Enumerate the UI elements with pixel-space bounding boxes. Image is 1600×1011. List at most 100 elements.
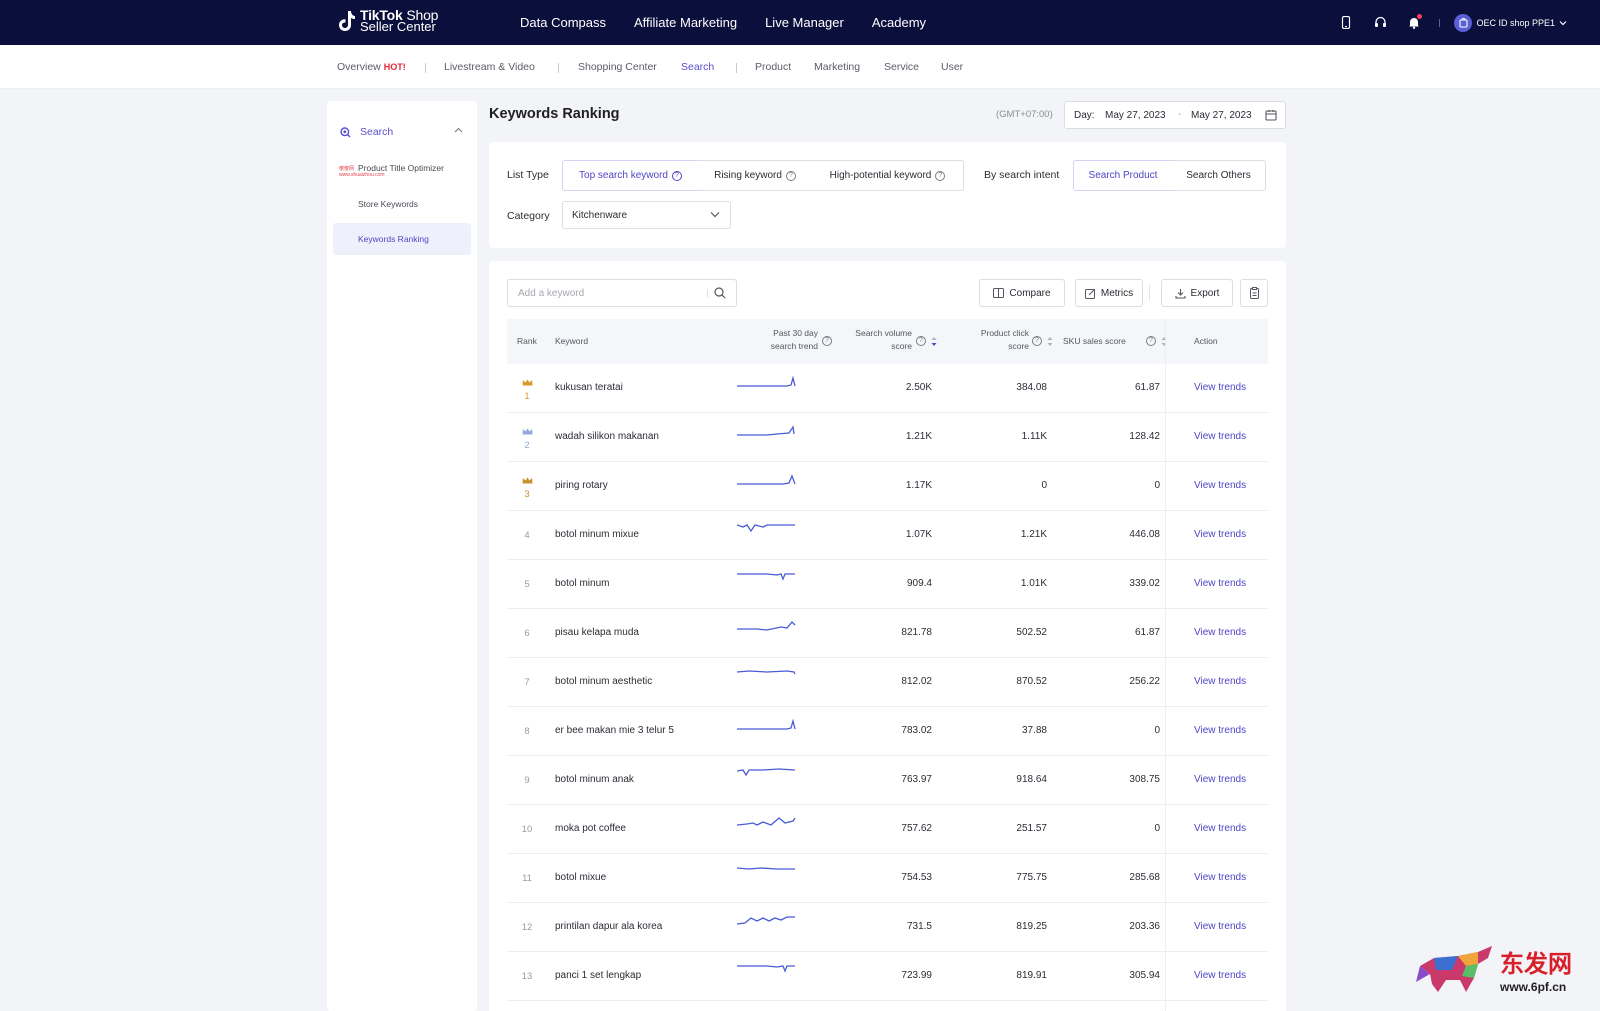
view-trends-link[interactable]: View trends xyxy=(1194,431,1247,442)
keyword-cell: pisau kelapa muda xyxy=(555,627,639,638)
view-trends-link[interactable]: View trends xyxy=(1194,382,1247,393)
rank-cell: 3 xyxy=(507,462,547,511)
help-icon[interactable]: ? xyxy=(671,170,682,181)
help-icon[interactable]: ? xyxy=(916,336,926,346)
sku-sales-cell: 203.36 xyxy=(1129,921,1160,932)
rank-cell: 7 xyxy=(524,677,530,688)
nav-affiliate-marketing[interactable]: Affiliate Marketing xyxy=(633,15,738,30)
keyword-search-input[interactable] xyxy=(507,279,737,307)
table-row: 6 pisau kelapa muda 821.78 502.52 61.87 View … xyxy=(507,609,1268,658)
category-select[interactable]: Kitchenware xyxy=(562,201,731,229)
subnav-livestream-video[interactable]: Livestream & Video xyxy=(444,61,535,73)
view-trends-link[interactable]: View trends xyxy=(1194,774,1247,785)
search-intent-label: By search intent xyxy=(984,169,1060,181)
keyword-search-field[interactable] xyxy=(508,280,706,306)
view-trends-link[interactable]: View trends xyxy=(1194,627,1247,638)
notification-bell-icon[interactable] xyxy=(1405,13,1423,32)
tab-rising-keyword[interactable]: Rising keyword? xyxy=(698,160,813,191)
mobile-phone-icon[interactable] xyxy=(1337,14,1355,32)
view-trends-link[interactable]: View trends xyxy=(1194,970,1247,981)
rank-cell: 12 xyxy=(521,922,533,933)
export-label: Export xyxy=(1190,287,1220,299)
search-trend-sparkline xyxy=(737,768,796,777)
col-action: Action xyxy=(1194,336,1218,346)
help-icon[interactable]: ? xyxy=(1032,336,1042,346)
tab-label: Rising keyword xyxy=(714,170,782,181)
view-trends-link[interactable]: View trends xyxy=(1194,725,1247,736)
metrics-button[interactable]: Metrics xyxy=(1075,279,1143,307)
intent-search-product[interactable]: Search Product xyxy=(1073,160,1173,191)
keyword-cell: botol minum mixue xyxy=(555,529,639,540)
date-start[interactable]: May 27, 2023 xyxy=(1105,110,1166,121)
subnav-shopping-center[interactable]: Shopping Center xyxy=(578,61,657,73)
tab-high-potential-keyword[interactable]: High-potential keyword? xyxy=(812,160,964,191)
compare-button[interactable]: Compare xyxy=(979,279,1065,307)
metrics-edit-icon xyxy=(1084,288,1095,299)
rank-cell: 1 xyxy=(507,364,547,413)
bull-logo-icon xyxy=(1416,946,1492,992)
tiktok-shop-logo[interactable]: TikTok Shop Seller Center xyxy=(338,8,438,33)
sort-icon[interactable] xyxy=(931,336,937,347)
sidebar-item-keywords-ranking[interactable]: Keywords Ranking xyxy=(333,223,471,255)
subnav-marketing[interactable]: Marketing xyxy=(814,61,861,73)
sku-sales-cell: 0 xyxy=(1154,725,1160,736)
rank-cell: 8 xyxy=(524,726,530,737)
help-icon[interactable]: ? xyxy=(935,170,946,181)
view-trends-link[interactable]: View trends xyxy=(1194,480,1247,491)
sku-sales-cell: 61.87 xyxy=(1134,382,1160,393)
table-row: 11 botol mixue 754.53 775.75 285.68 View tren… xyxy=(507,854,1268,903)
search-volume-cell: 909.4 xyxy=(906,578,932,589)
nav-academy[interactable]: Academy xyxy=(871,15,927,30)
subnav-product[interactable]: Product xyxy=(755,61,792,73)
chevron-up-icon[interactable] xyxy=(454,127,463,133)
help-icon[interactable]: ? xyxy=(822,336,832,346)
keyword-cell: wadah silikon makanan xyxy=(555,431,659,442)
headset-icon[interactable] xyxy=(1371,14,1389,32)
view-trends-link[interactable]: View trends xyxy=(1194,578,1247,589)
action-column-divider xyxy=(1165,319,1166,1011)
search-icon[interactable] xyxy=(714,287,726,299)
keyword-cell: botol mixue xyxy=(555,872,607,883)
subnav-overview-label: Overview xyxy=(337,61,381,73)
export-button[interactable]: Export xyxy=(1161,279,1233,307)
subnav-search[interactable]: Search xyxy=(681,61,715,73)
keyword-cell: panci 1 set lengkap xyxy=(555,970,642,981)
view-trends-link[interactable]: View trends xyxy=(1194,823,1247,834)
help-icon[interactable]: ? xyxy=(785,170,796,181)
sort-icon[interactable] xyxy=(1047,336,1053,347)
date-range-picker[interactable]: Day: May 27, 2023 - May 27, 2023 xyxy=(1064,101,1286,129)
shop-account-menu[interactable]: OEC ID shop PPE1 xyxy=(1454,13,1567,32)
sidebar-item-product-title-optimizer[interactable]: Product Title Optimizer xyxy=(358,163,444,173)
sidebar-section-search[interactable]: Search xyxy=(340,126,393,138)
intent-search-others[interactable]: Search Others xyxy=(1172,160,1266,191)
sort-icon[interactable] xyxy=(1161,336,1167,347)
date-end[interactable]: May 27, 2023 xyxy=(1191,110,1252,121)
nav-data-compass[interactable]: Data Compass xyxy=(520,15,606,30)
tab-label: Top search keyword xyxy=(579,170,668,181)
watermark-url: www.6pf.cn xyxy=(1500,980,1567,994)
tab-top-search-keyword[interactable]: Top search keyword? xyxy=(562,160,699,191)
chevron-down-icon xyxy=(1559,20,1567,25)
subnav-overview[interactable]: Overview HOT! xyxy=(337,61,406,73)
view-trends-link[interactable]: View trends xyxy=(1194,529,1247,540)
view-trends-link[interactable]: View trends xyxy=(1194,872,1247,883)
rank-cell: 11 xyxy=(522,873,532,884)
keywords-table-panel: Compare Metrics Export Rank Keyword Past… xyxy=(489,261,1286,1011)
col-product-click-line2: score xyxy=(1008,341,1029,351)
subnav-service[interactable]: Service xyxy=(884,61,920,73)
calendar-icon[interactable] xyxy=(1265,109,1277,121)
subnav-user[interactable]: User xyxy=(941,61,964,73)
help-icon[interactable]: ? xyxy=(1146,336,1156,346)
export-history-button[interactable] xyxy=(1240,279,1268,307)
search-volume-cell: 754.53 xyxy=(901,872,932,883)
search-volume-cell: 1.07K xyxy=(905,529,932,540)
sidebar-item-store-keywords[interactable]: Store Keywords xyxy=(358,199,418,209)
view-trends-link[interactable]: View trends xyxy=(1194,676,1247,687)
rank-cell: 6 xyxy=(524,628,530,639)
search-volume-cell: 821.78 xyxy=(901,627,932,638)
nav-live-manager[interactable]: Live Manager xyxy=(765,15,844,30)
product-click-cell: 251.57 xyxy=(1016,823,1047,834)
product-click-cell: 1.21K xyxy=(1020,529,1047,540)
product-click-cell: 819.91 xyxy=(1016,970,1047,981)
view-trends-link[interactable]: View trends xyxy=(1194,921,1247,932)
